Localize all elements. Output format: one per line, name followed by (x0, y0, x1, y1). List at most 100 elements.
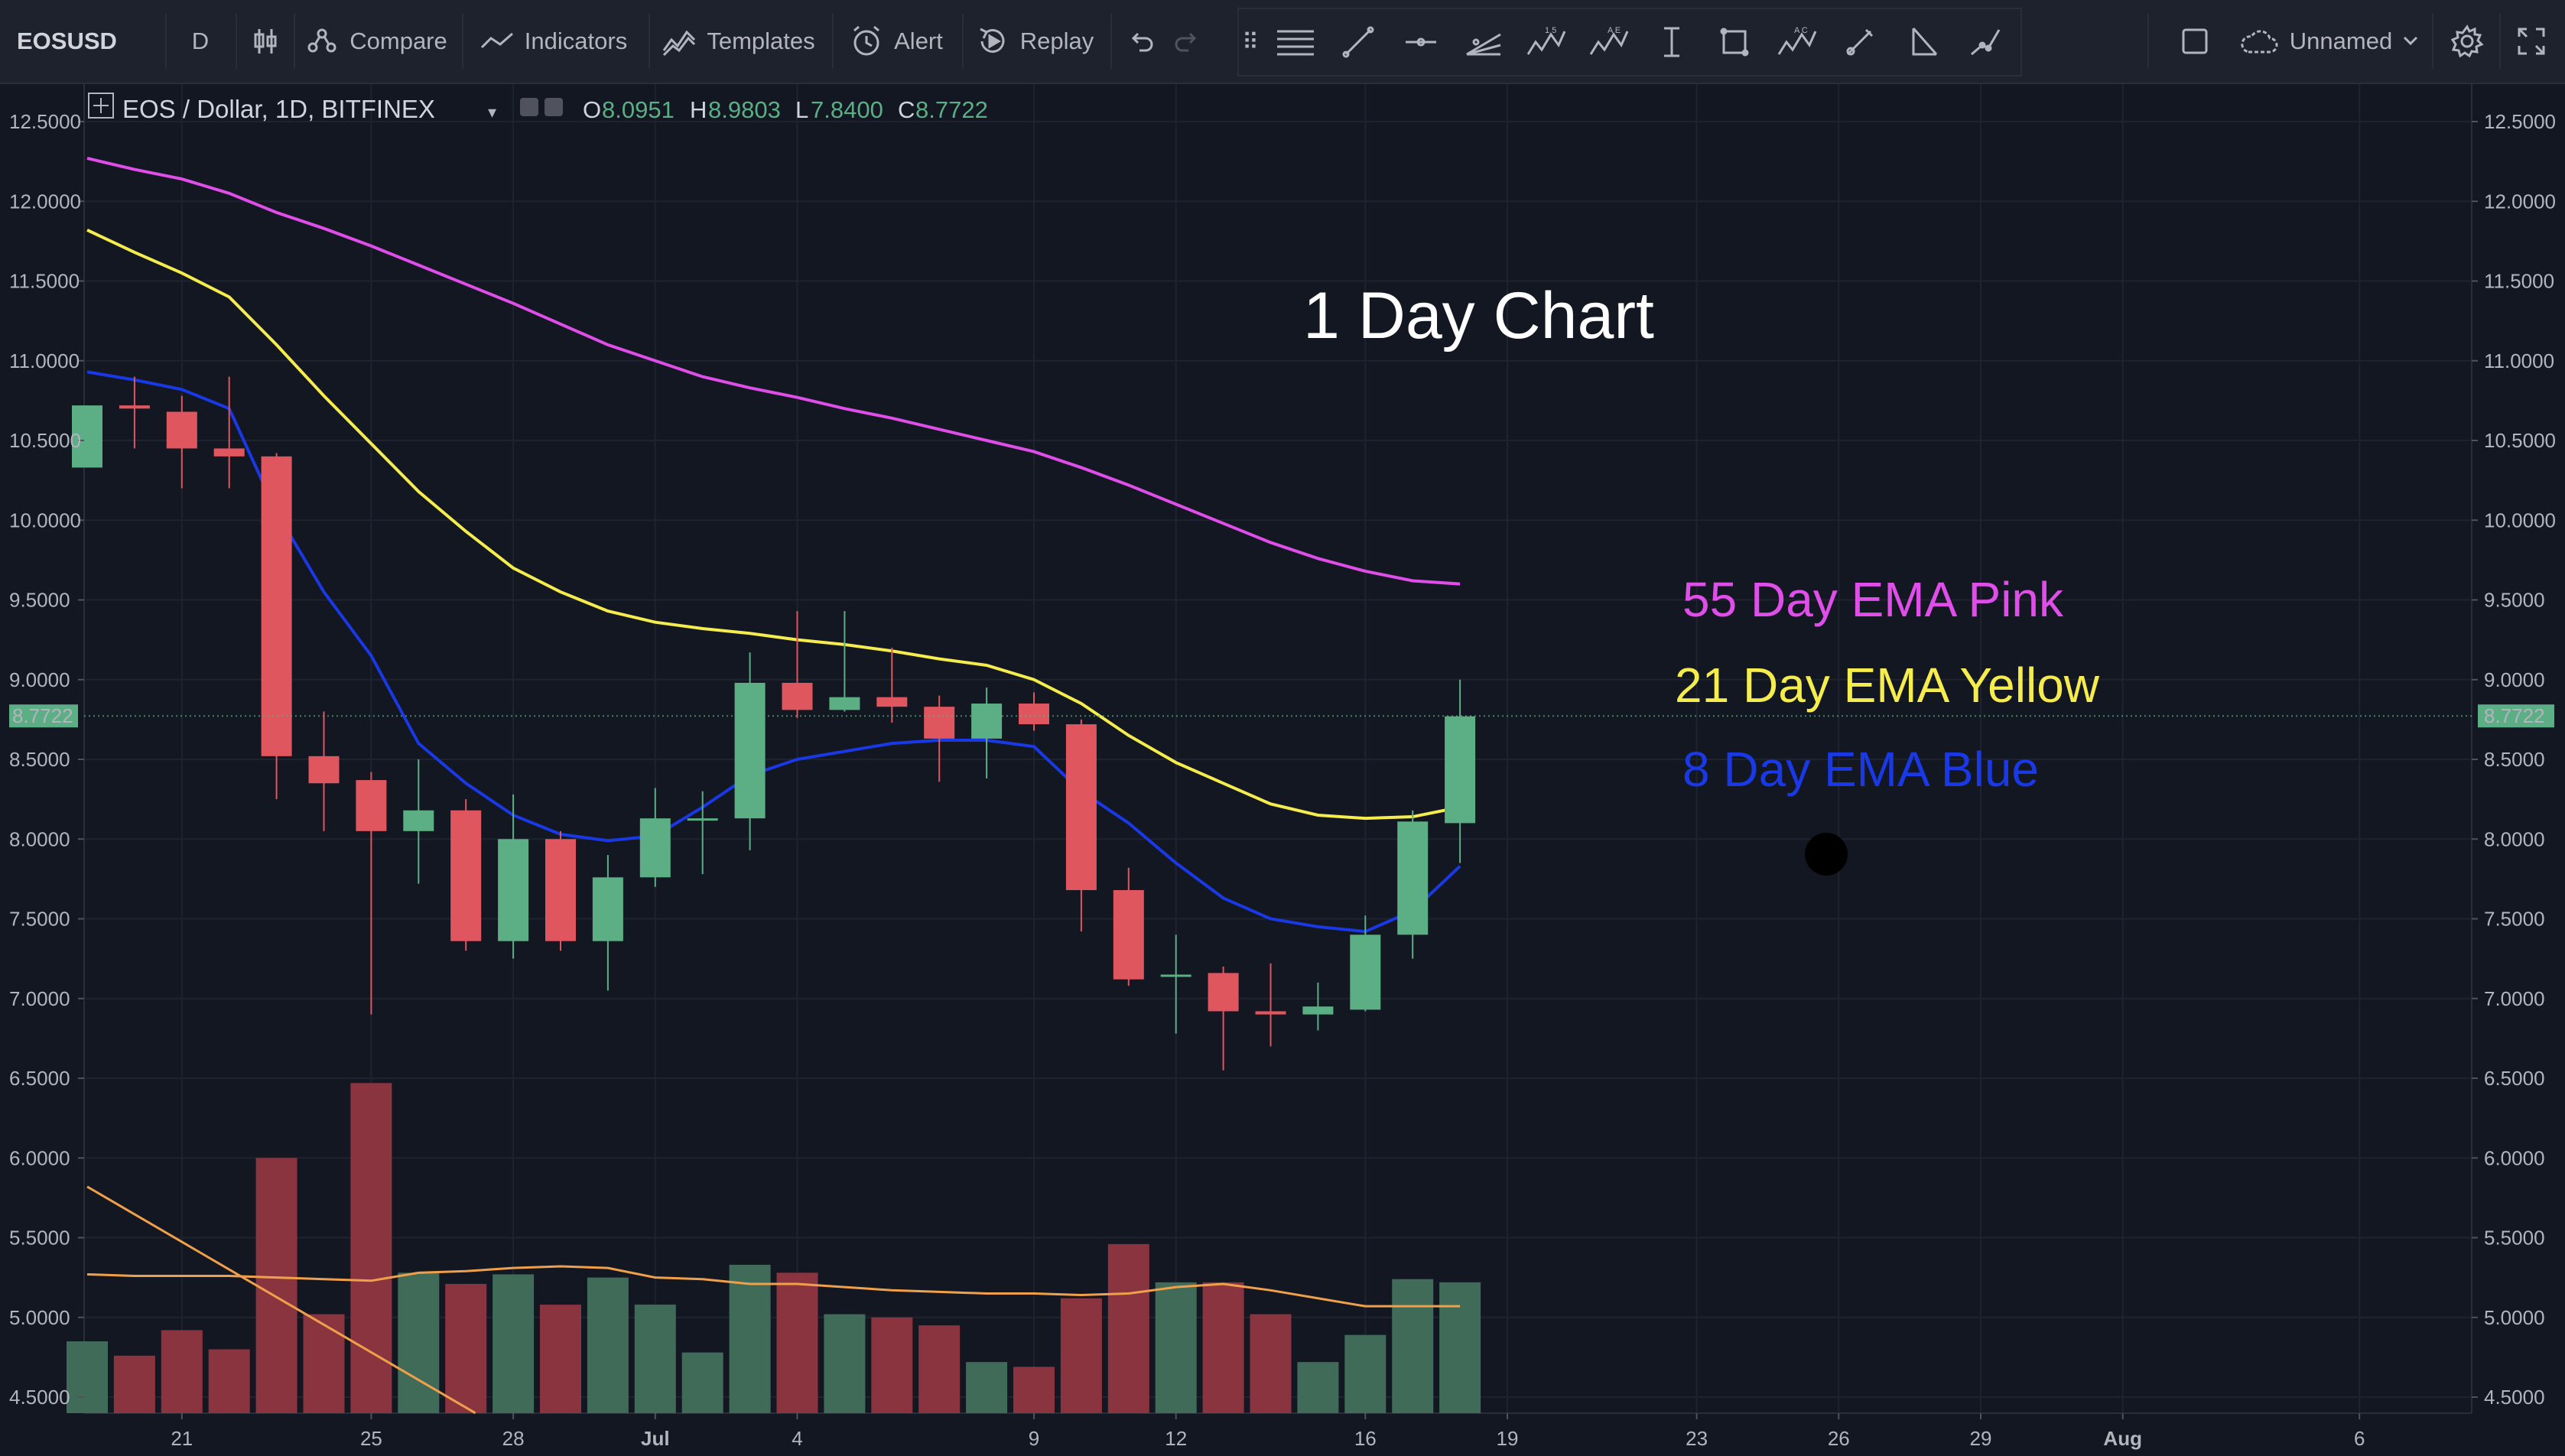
brush-tool[interactable] (1829, 9, 1890, 75)
volume-bar (113, 1355, 155, 1413)
candle-body (924, 707, 955, 739)
volume-bar (255, 1158, 297, 1413)
candle-body (213, 448, 245, 457)
candle-body (1065, 724, 1097, 890)
candle-body (72, 405, 102, 468)
left-price-tag-label: 8.7722 (12, 704, 73, 727)
eye-icon[interactable] (520, 98, 538, 116)
candle (639, 788, 671, 887)
elliott-wave-tool[interactable]: 1 5 (1516, 9, 1577, 75)
chart-style-button[interactable] (240, 0, 291, 83)
horizontal-ray-tool[interactable] (1390, 9, 1452, 75)
candle-body (545, 839, 576, 941)
trend-line-tool[interactable] (1328, 9, 1389, 75)
pitchfork-icon (1466, 33, 1501, 56)
candle (592, 855, 623, 991)
symbol-search-button[interactable]: EOSUSD (0, 0, 161, 83)
volume-bar (67, 1341, 108, 1413)
fullscreen-button[interactable] (2501, 0, 2562, 83)
candle (1113, 867, 1144, 986)
volume-bar (681, 1352, 723, 1413)
candle (1208, 967, 1239, 1071)
candle (498, 794, 529, 959)
abcd-pattern-tool[interactable]: A E (1578, 9, 1640, 75)
right-price-label: 7.5000 (2484, 908, 2545, 931)
volume-bar (1250, 1314, 1292, 1413)
symbol-label: EOSUSD (17, 28, 117, 54)
text-tool[interactable] (1641, 9, 1702, 75)
compare-button[interactable]: Compare (300, 0, 453, 83)
candles (72, 376, 1476, 1071)
candle (782, 611, 813, 718)
volume-bar (1013, 1367, 1055, 1413)
ema8-line (86, 370, 1461, 934)
candle (119, 376, 150, 449)
horizontal-lines-tool[interactable] (1265, 9, 1326, 75)
replay-label: Replay (1019, 28, 1094, 54)
toolbar-divider (962, 14, 964, 69)
right-price-label: 5.0000 (2484, 1306, 2545, 1329)
top-toolbar: EOSUSD D Compare Indicators Templates Al… (0, 0, 2565, 84)
left-price-label: 8.0000 (9, 827, 70, 850)
interval-button[interactable]: D (170, 0, 231, 83)
price-chart[interactable]: 12.5000 12.5000 12.0000 12.0000 11.5000 11.50… (0, 84, 2565, 1456)
high-value: 8.9803 (708, 96, 781, 123)
volume-bar (1060, 1298, 1102, 1413)
indicators-button[interactable]: Indicators (468, 0, 639, 83)
horizontal-ray-icon (1406, 37, 1436, 47)
undo-button[interactable] (1118, 0, 1164, 83)
time-label: 6 (2354, 1427, 2365, 1450)
rectangle-tool[interactable] (1704, 9, 1765, 75)
brush-icon (1846, 28, 1874, 56)
candle-body (450, 810, 482, 941)
settings-button[interactable] (2437, 0, 2498, 83)
candle-body (1350, 934, 1381, 1010)
templates-button[interactable]: Templates (655, 0, 823, 83)
layout-name-button[interactable]: Unnamed (2233, 0, 2424, 83)
pattern-tool[interactable]: A C (1767, 9, 1828, 75)
templates-icon (663, 30, 696, 57)
legend-dropdown-icon[interactable]: ▾ (488, 102, 496, 122)
candle (971, 687, 1003, 779)
candle-body (782, 682, 813, 710)
redo-button[interactable] (1164, 0, 1210, 83)
svg-text:1 5: 1 5 (1545, 26, 1556, 35)
pitchfork-tool[interactable] (1453, 9, 1514, 75)
right-price-label: 11.5000 (2484, 270, 2554, 293)
replay-icon (980, 28, 1005, 53)
open-value: 8.0951 (602, 96, 675, 123)
candle-body (498, 839, 529, 941)
alert-button[interactable]: Alert (838, 0, 954, 83)
right-price-label: 11.0000 (2484, 349, 2554, 372)
undo-icon (1131, 32, 1153, 52)
measure-icon (1912, 28, 1938, 56)
text-cursor-icon (1664, 27, 1679, 57)
candle-body (639, 818, 671, 878)
volume-bar (776, 1272, 818, 1413)
candle (403, 759, 434, 884)
toolbar-divider (1110, 14, 1112, 69)
volume-bar (824, 1314, 866, 1413)
settings-small-icon[interactable] (545, 98, 563, 116)
fullscreen-layout-button[interactable] (2172, 0, 2218, 83)
volume-pane (67, 1083, 1481, 1415)
candle (545, 830, 576, 951)
measure-tool[interactable] (1892, 9, 1953, 75)
volume-bar (587, 1277, 629, 1413)
drag-handle-icon[interactable]: ⠿ (1242, 29, 1259, 55)
legend-collapse-icon[interactable] (88, 93, 114, 119)
left-price-label: 7.5000 (9, 908, 70, 931)
svg-text:A E: A E (1608, 26, 1621, 35)
toolbar-divider (294, 14, 295, 69)
open-label: O (583, 96, 601, 123)
candle (356, 772, 387, 1015)
path-tool[interactable] (1955, 9, 2016, 75)
legend-symbol[interactable]: EOS / Dollar, 1D, BITFINEX (122, 95, 435, 123)
left-price-label: 6.0000 (9, 1146, 70, 1169)
candle-body (971, 704, 1003, 739)
candle-body (356, 780, 387, 831)
time-label: 23 (1686, 1427, 1708, 1450)
replay-button[interactable]: Replay (968, 0, 1101, 83)
time-label: 4 (792, 1427, 802, 1450)
time-label: 19 (1497, 1427, 1519, 1450)
